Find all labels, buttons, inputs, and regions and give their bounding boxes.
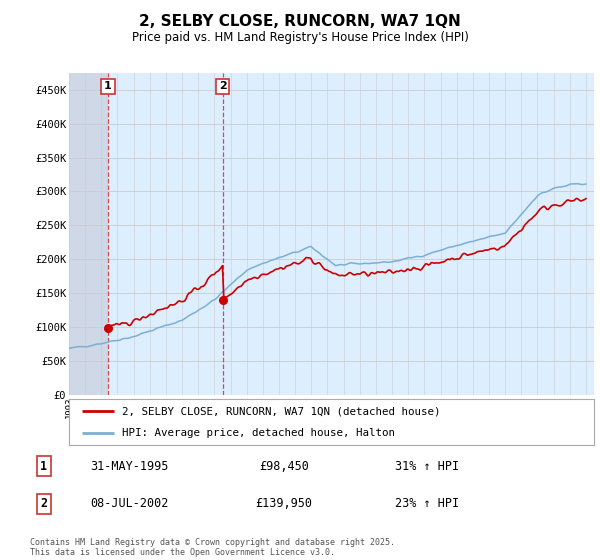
Text: 1: 1 — [40, 460, 47, 473]
Bar — [108, 73, 223, 395]
Text: HPI: Average price, detached house, Halton: HPI: Average price, detached house, Halt… — [121, 428, 395, 438]
Text: 2, SELBY CLOSE, RUNCORN, WA7 1QN: 2, SELBY CLOSE, RUNCORN, WA7 1QN — [139, 14, 461, 29]
Text: 2: 2 — [40, 497, 47, 510]
Text: 2: 2 — [219, 81, 227, 91]
Text: 1: 1 — [104, 81, 112, 91]
Text: Contains HM Land Registry data © Crown copyright and database right 2025.
This d: Contains HM Land Registry data © Crown c… — [30, 538, 395, 557]
Text: Price paid vs. HM Land Registry's House Price Index (HPI): Price paid vs. HM Land Registry's House … — [131, 31, 469, 44]
Bar — [69, 73, 108, 395]
Text: 31% ↑ HPI: 31% ↑ HPI — [395, 460, 460, 473]
Text: 08-JUL-2002: 08-JUL-2002 — [90, 497, 169, 510]
Text: £98,450: £98,450 — [259, 460, 309, 473]
Text: £139,950: £139,950 — [256, 497, 313, 510]
Text: 23% ↑ HPI: 23% ↑ HPI — [395, 497, 460, 510]
Text: 31-MAY-1995: 31-MAY-1995 — [90, 460, 169, 473]
Text: 2, SELBY CLOSE, RUNCORN, WA7 1QN (detached house): 2, SELBY CLOSE, RUNCORN, WA7 1QN (detach… — [121, 406, 440, 416]
